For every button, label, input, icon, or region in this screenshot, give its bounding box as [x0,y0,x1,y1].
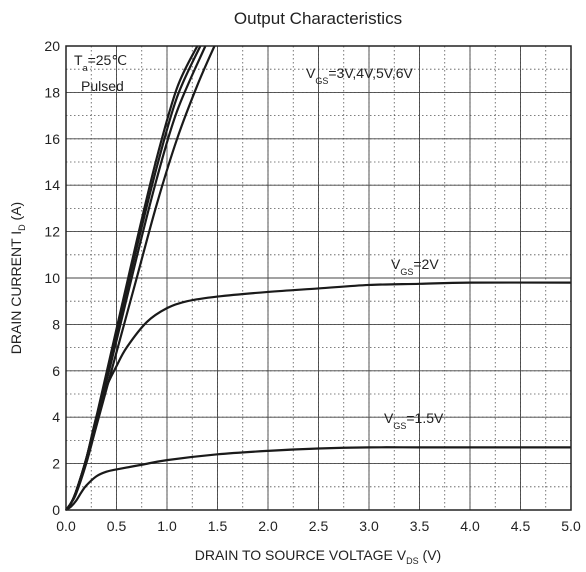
x-tick-label: 4.0 [460,518,480,534]
x-tick-label: 1.0 [157,518,177,534]
x-tick-label: 3.5 [410,518,430,534]
vgs-2v-annotation: VGS=2V [391,256,439,277]
curve-vgs_15 [65,446,571,511]
curves [65,45,572,511]
y-tick-label: 16 [44,131,60,147]
x-tick-label: 2.5 [309,518,329,534]
chart-title: Output Characteristics [234,9,402,28]
x-tick-label: 4.5 [511,518,531,534]
curve-vgs_2 [65,281,572,511]
x-axis-label: DRAIN TO SOURCE VOLTAGE VDS (V) [195,547,441,566]
y-axis-label: DRAIN CURRENT ID (A) [8,202,27,354]
y-tick-label: 18 [44,84,60,100]
x-tick-label: 2.0 [258,518,278,534]
temp-annotation: Ta=25℃ [74,52,127,73]
y-tick-label: 10 [44,270,60,286]
x-tick-label: 0.5 [107,518,127,534]
y-tick-label: 8 [52,316,60,332]
x-tick-label: 0.0 [56,518,76,534]
y-tick-label: 12 [44,224,60,240]
y-tick-label: 14 [44,177,60,193]
x-tick-labels: 0.0 0.5 1.0 1.5 2.0 2.5 3.0 3.5 4.0 4.5 5.0 [56,518,581,534]
y-tick-label: 6 [52,363,60,379]
x-tick-label: 1.5 [208,518,228,534]
y-tick-labels: 0 2 4 6 8 10 12 14 16 18 20 [44,38,60,518]
plot-frame [65,45,572,511]
y-tick-label: 20 [44,38,60,54]
pulsed-annotation: Pulsed [81,78,124,94]
vgs-high-annotation: VGS=3V,4V,5V,6V [306,65,414,86]
y-tick-label: 2 [52,456,60,472]
y-tick-label: 0 [52,502,60,518]
y-tick-label: 4 [52,409,60,425]
x-tick-label: 3.0 [359,518,379,534]
x-tick-label: 5.0 [561,518,581,534]
vgs-1.5v-annotation: VGS=1.5V [384,410,444,431]
